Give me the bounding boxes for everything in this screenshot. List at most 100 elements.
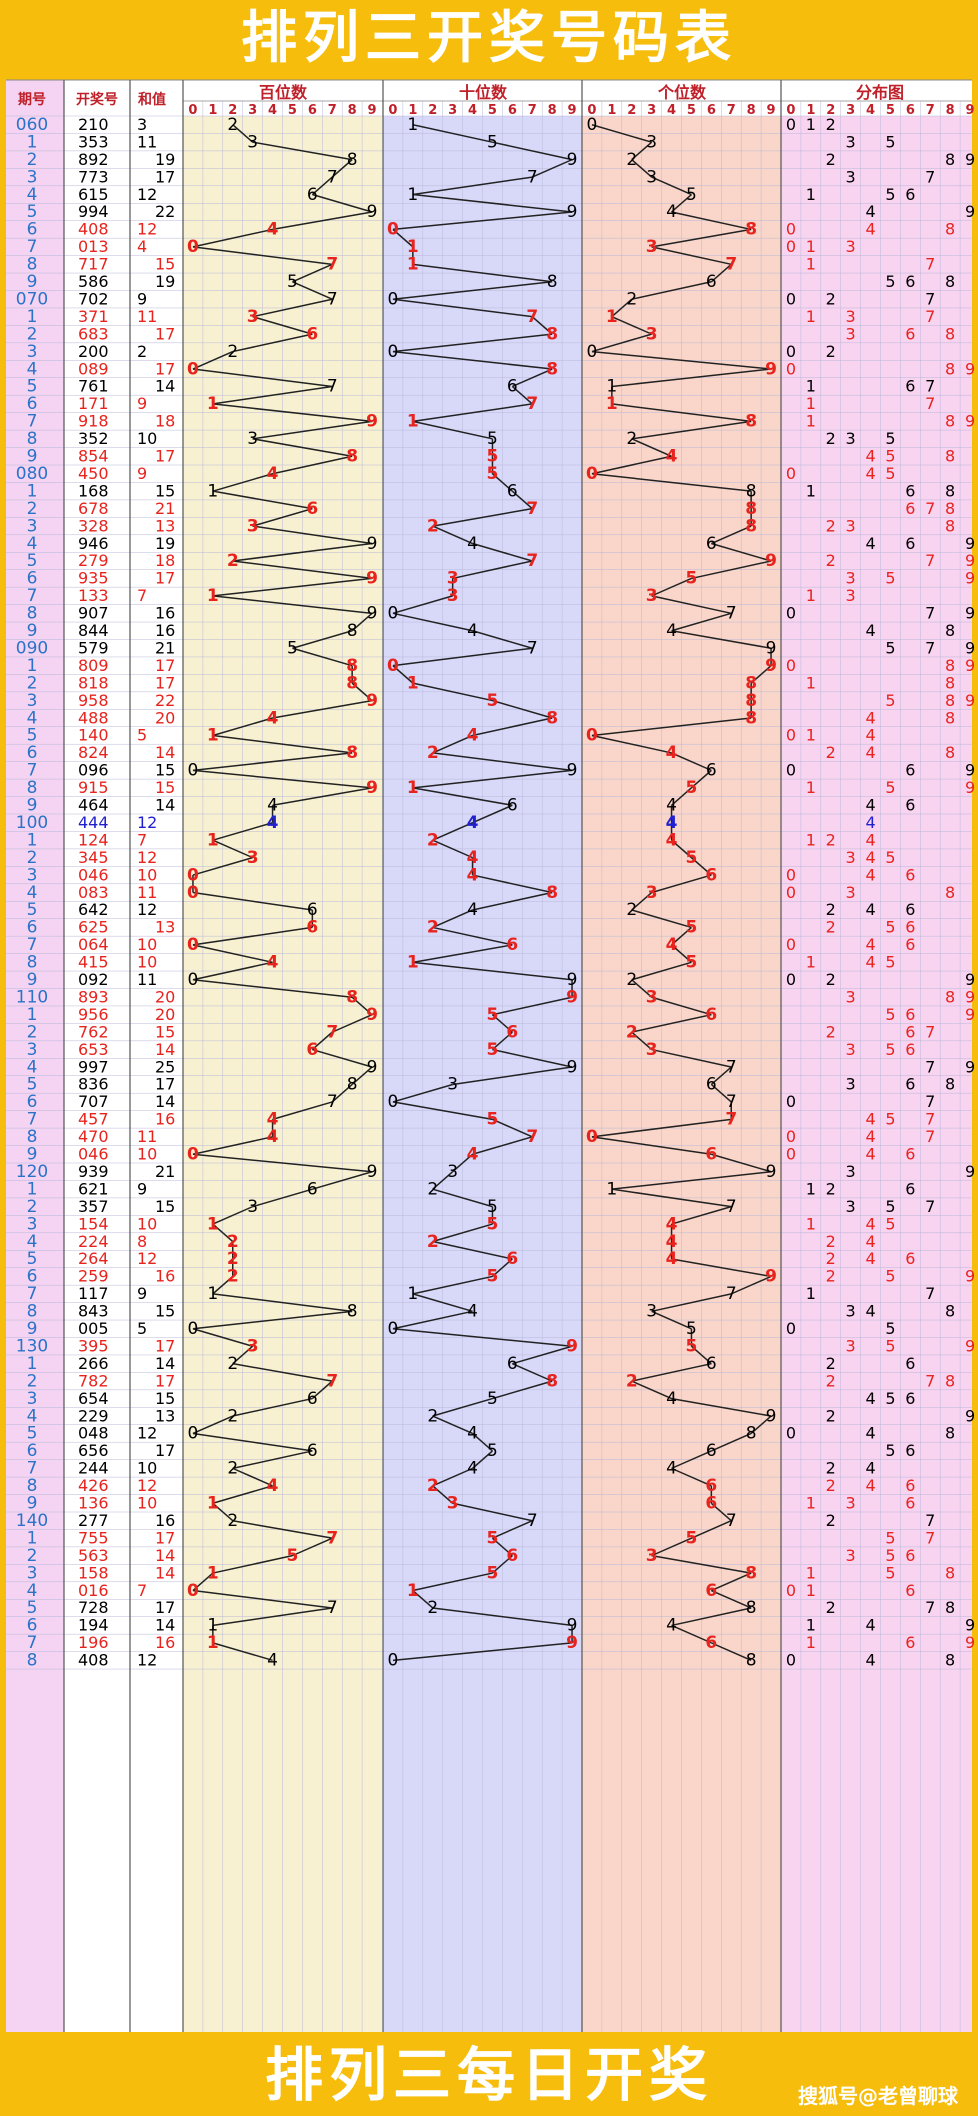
draw-number: 653 (78, 1040, 109, 1059)
trend-line (512, 1345, 573, 1365)
distribution-digit: 4 (865, 1459, 875, 1478)
trend-line (492, 996, 573, 1016)
trend-line (611, 1188, 732, 1208)
trend-line (272, 211, 373, 231)
draw-number: 408 (78, 220, 109, 239)
sum-value: 17 (155, 447, 175, 466)
sum-value: 7 (137, 586, 147, 605)
trend-line (710, 1066, 732, 1086)
trend-line (272, 455, 353, 475)
tens-digit: 1 (407, 778, 419, 798)
distribution-digit: 5 (885, 1389, 895, 1408)
tens-digit: 9 (567, 761, 578, 781)
trend-line (212, 490, 313, 510)
hundreds-digit: 1 (207, 1633, 219, 1653)
hundreds-digit: 2 (227, 1249, 239, 1269)
sum-value: 14 (155, 1616, 175, 1635)
distribution-digit: 0 (786, 289, 796, 308)
hundreds-digit: 0 (187, 935, 199, 955)
distribution-digit: 1 (806, 673, 816, 692)
units-digit: 5 (686, 1319, 697, 1339)
units-digit: 5 (686, 1528, 698, 1548)
hundreds-digit: 0 (188, 761, 199, 781)
distribution-digit: 9 (965, 359, 975, 378)
draw-number: 352 (78, 429, 109, 448)
digit-header: 0 (587, 103, 596, 118)
draw-number: 935 (78, 569, 109, 588)
units-digit: 2 (626, 1022, 638, 1042)
draw-number: 244 (78, 1459, 109, 1478)
draw-number: 089 (78, 359, 109, 378)
tens-digit: 6 (507, 481, 518, 501)
period-label: 4 (27, 185, 38, 205)
draw-number: 836 (78, 1075, 109, 1094)
trend-line (192, 350, 234, 370)
distribution-digit: 7 (925, 551, 935, 570)
trend-line (651, 1293, 732, 1313)
sum-value: 14 (155, 1092, 175, 1111)
hundreds-digit: 2 (227, 1232, 239, 1252)
sum-value: 13 (155, 1406, 175, 1425)
draw-number: 158 (78, 1563, 109, 1582)
trend-line (351, 612, 373, 632)
tens-digit: 5 (487, 429, 498, 449)
tens-digit: 9 (567, 970, 578, 990)
trend-line (631, 420, 752, 440)
hundreds-digit: 6 (307, 1179, 318, 1199)
trend-line (472, 630, 533, 649)
period-label: 8 (27, 778, 38, 798)
distribution-digit: 8 (945, 412, 955, 431)
units-digit: 6 (706, 534, 717, 554)
digit-header: 3 (647, 103, 656, 118)
distribution-digit: 3 (846, 324, 856, 343)
distribution-digit: 8 (945, 516, 955, 535)
sum-value: 11 (137, 307, 157, 326)
draw-number: 046 (78, 1145, 109, 1164)
trend-line (192, 1310, 353, 1330)
period-label: 7 (27, 1110, 38, 1130)
period-label: 6 (27, 743, 38, 763)
hundreds-digit: 4 (267, 1127, 279, 1147)
units-digit: 5 (686, 1336, 698, 1356)
digit-header: 9 (966, 103, 975, 118)
hundreds-digit: 1 (207, 1494, 219, 1514)
sum-value: 16 (155, 1511, 175, 1530)
trend-line (212, 577, 373, 597)
trend-line (492, 699, 553, 719)
tens-digit: 4 (467, 1424, 478, 1444)
trend-line (412, 1589, 434, 1609)
draw-number: 224 (78, 1232, 109, 1251)
distribution-digit: 7 (925, 1110, 935, 1129)
sum-value: 7 (137, 1581, 147, 1600)
hundreds-digit: 1 (207, 1284, 218, 1304)
units-digit: 0 (586, 726, 598, 746)
tens-digit: 9 (566, 987, 578, 1007)
trend-line (631, 1013, 712, 1033)
distribution-digit: 1 (806, 1633, 816, 1652)
hundreds-digit: 1 (207, 1214, 219, 1234)
trend-line (730, 1275, 772, 1295)
trend-line (491, 1031, 513, 1051)
sum-value: 15 (155, 1022, 175, 1041)
tens-digit: 5 (487, 691, 499, 711)
hundreds-digit: 4 (267, 708, 279, 728)
units-digit: 7 (725, 1110, 737, 1130)
sum-value: 18 (155, 412, 175, 431)
hundreds-digit: 0 (188, 970, 199, 990)
trend-line (591, 350, 772, 370)
distribution-digit: 5 (885, 1528, 895, 1547)
hundreds-digit: 6 (306, 324, 318, 344)
trend-line (651, 595, 732, 615)
trend-line (611, 315, 652, 335)
distribution-digit: 6 (905, 1441, 915, 1460)
tens-digit: 8 (546, 324, 558, 344)
distribution-digit: 5 (885, 1197, 895, 1216)
units-digit: 4 (666, 1389, 677, 1409)
distribution-digit: 1 (806, 1581, 816, 1600)
period-label: 3 (27, 167, 38, 187)
trend-line (432, 1240, 513, 1260)
distribution-digit: 9 (965, 202, 975, 221)
tens-digit: 5 (487, 1197, 498, 1217)
distribution-digit: 2 (826, 1511, 836, 1530)
units-digit: 8 (745, 673, 757, 693)
